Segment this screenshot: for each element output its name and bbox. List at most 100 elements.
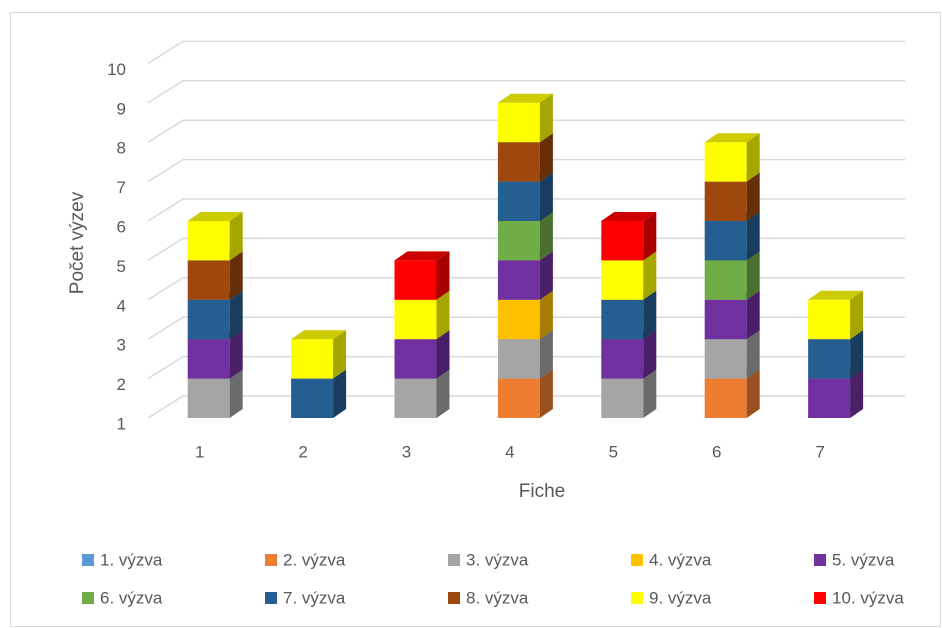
bar-segment <box>704 221 747 261</box>
bar-segment <box>704 260 747 300</box>
bar-side <box>229 369 243 418</box>
bar-segment <box>601 260 644 300</box>
grid-line <box>147 158 905 183</box>
bar-segment <box>704 339 747 379</box>
bar-segment <box>497 181 540 221</box>
bar-segment <box>291 339 334 379</box>
y-tick-label: 2 <box>117 375 126 394</box>
legend-label: 7. výzva <box>283 588 346 607</box>
legend-label: 2. výzva <box>283 550 346 569</box>
bar-side <box>539 330 553 379</box>
grid-line <box>147 316 905 340</box>
legend-swatch <box>631 554 643 566</box>
bar-top <box>808 290 864 300</box>
bar-segment <box>394 378 437 418</box>
chart-frame <box>10 12 941 627</box>
bar-segment <box>704 181 747 221</box>
y-tick-label: 10 <box>107 60 126 79</box>
bar-segment <box>187 260 230 300</box>
bar-side <box>539 290 553 340</box>
bar-side <box>850 330 864 379</box>
grid-line <box>147 277 905 301</box>
y-tick-label: 3 <box>117 336 126 355</box>
bar-side <box>643 369 657 418</box>
bar-segment <box>394 260 437 300</box>
legend-swatch <box>814 592 826 604</box>
x-tick-label: 3 <box>402 442 411 461</box>
bar-side <box>333 369 347 418</box>
bar-segment <box>497 260 540 300</box>
bar-side <box>436 330 450 379</box>
bar-side <box>746 251 760 300</box>
bar-side <box>539 251 553 300</box>
bar-side <box>746 330 760 379</box>
bar-side <box>746 172 760 221</box>
bar-side <box>746 133 760 182</box>
y-tick-label: 7 <box>117 178 126 197</box>
bar-segment <box>704 142 747 182</box>
bar-side <box>850 369 864 418</box>
bar-segment <box>394 339 437 379</box>
x-axis-title: Fiche <box>519 481 565 502</box>
bar-top <box>394 251 450 261</box>
bar-side <box>643 290 657 340</box>
bar-top <box>291 330 347 340</box>
grid-line <box>147 395 905 419</box>
bar-segment <box>704 299 747 340</box>
x-tick-label: 2 <box>298 442 307 461</box>
bar-segment <box>497 339 540 379</box>
bar-side <box>643 212 657 261</box>
y-tick-label: 4 <box>117 296 126 315</box>
bar-segment <box>497 299 540 340</box>
bar-segment <box>187 299 230 340</box>
bar-side <box>436 290 450 340</box>
bar-segment <box>497 102 540 143</box>
legend-label: 6. výzva <box>100 588 163 607</box>
bar-segment <box>497 142 540 182</box>
bar-segment <box>497 378 540 418</box>
bar-side <box>229 330 243 379</box>
bar-segment <box>601 378 644 418</box>
x-tick-label: 1 <box>195 442 204 461</box>
bar-segment <box>497 221 540 261</box>
legend-swatch <box>631 592 643 604</box>
legend-swatch <box>265 592 277 604</box>
bar-side <box>746 290 760 340</box>
bar-segment <box>704 378 747 418</box>
bar-side <box>229 251 243 300</box>
bar-side <box>539 369 553 418</box>
x-tick-label: 7 <box>815 442 824 461</box>
bar-side <box>643 251 657 300</box>
y-tick-label: 6 <box>117 217 126 236</box>
grid-line <box>147 355 905 380</box>
x-tick-label: 5 <box>609 442 618 461</box>
y-tick-label: 8 <box>117 139 126 158</box>
bar-side <box>333 330 347 379</box>
legend-swatch <box>448 554 460 566</box>
bar-side <box>539 212 553 261</box>
y-tick-label: 9 <box>117 99 126 118</box>
bar-side <box>436 251 450 300</box>
bar-segment <box>187 378 230 418</box>
bar-segment <box>808 339 851 379</box>
bar-side <box>229 290 243 340</box>
bar-side <box>746 369 760 418</box>
bar-side <box>643 330 657 379</box>
bar-top <box>704 133 760 143</box>
grid-line <box>147 80 905 104</box>
x-tick-label: 6 <box>712 442 721 461</box>
legend-swatch <box>82 554 94 566</box>
bar-segment <box>601 221 644 261</box>
bar-side <box>229 212 243 261</box>
legend-label: 3. výzva <box>466 550 529 569</box>
grid-line <box>147 198 905 222</box>
bar-segment <box>601 339 644 379</box>
grid-line <box>147 119 905 143</box>
legend-swatch <box>448 592 460 604</box>
bar-top <box>601 212 657 221</box>
legend-label: 4. výzva <box>649 550 712 569</box>
grid-line <box>147 40 905 65</box>
bar-segment <box>808 299 851 340</box>
legend-label: 1. výzva <box>100 550 163 569</box>
